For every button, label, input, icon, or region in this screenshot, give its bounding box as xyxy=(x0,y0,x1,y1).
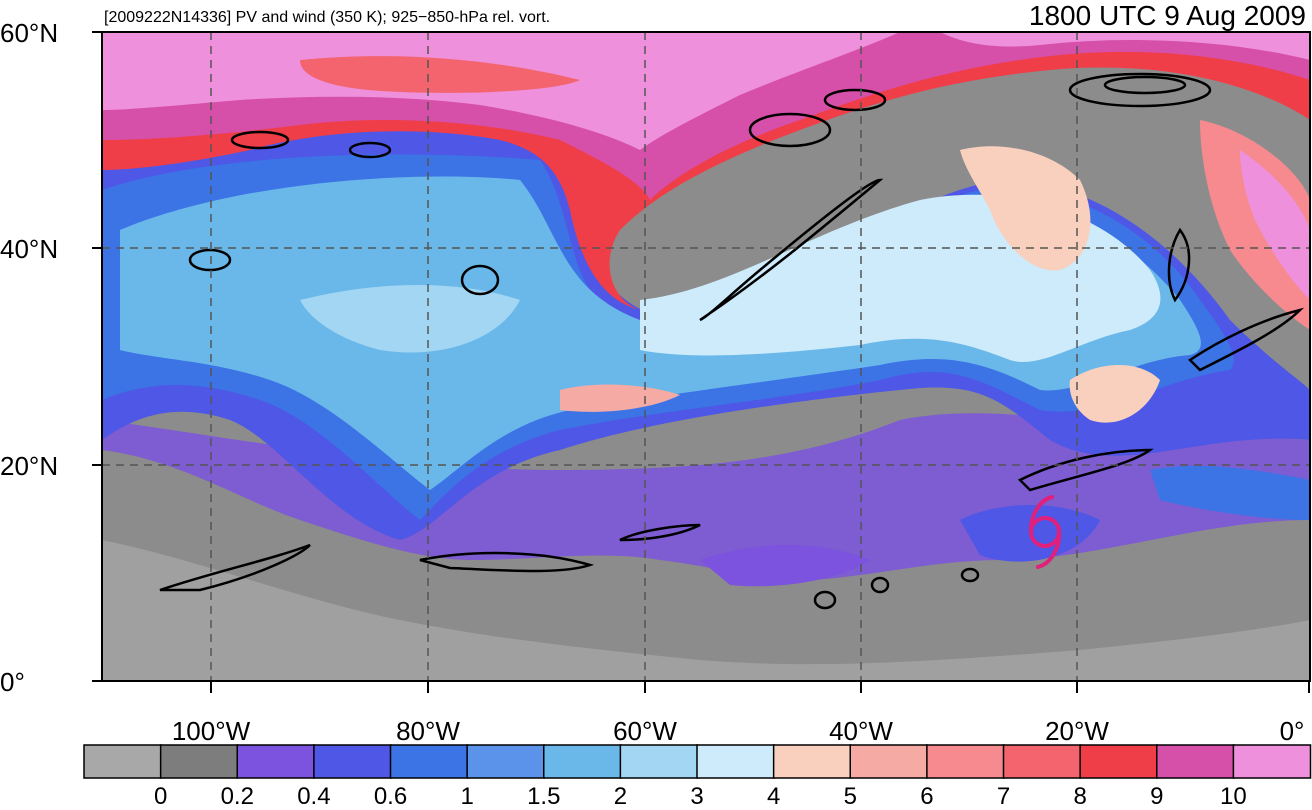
lat-label-60n: 60°N xyxy=(0,18,59,48)
lat-label-40n: 40°N xyxy=(0,234,59,264)
colorbar-swatch xyxy=(696,744,775,779)
colorbar-label: 7 xyxy=(996,783,1011,810)
lon-label-20w: 20°W xyxy=(1045,716,1109,746)
colorbar-label: 0 xyxy=(153,783,168,810)
colorbar-swatch xyxy=(159,744,239,779)
colorbar-label: 2 xyxy=(613,783,628,810)
colorbar-swatch xyxy=(1156,744,1235,779)
colorbar-label: 4 xyxy=(766,783,781,810)
figure-title-left: [2009222N14336] PV and wind (350 K); 925… xyxy=(104,9,551,26)
lon-label-100w: 100°W xyxy=(171,716,251,746)
colorbar-swatch xyxy=(926,744,1005,779)
lon-label-40w: 40°W xyxy=(829,716,893,746)
colorbar-swatch xyxy=(313,744,392,779)
colorbar-label: 9 xyxy=(1150,783,1164,810)
colorbar-swatch xyxy=(772,744,852,779)
lon-label-80w: 80°W xyxy=(396,716,460,746)
colorbar-label: 1.5 xyxy=(527,783,561,810)
colorbar-label: 6 xyxy=(920,783,934,810)
colorbar-swatch xyxy=(83,744,162,779)
vorticity-contours xyxy=(159,72,1305,610)
figure-title-right: 1800 UTC 9 Aug 2009 xyxy=(1028,0,1306,31)
colorbar-label: 1 xyxy=(460,783,474,810)
colorbar-label: 10 xyxy=(1220,783,1247,810)
lat-label-20n: 20°N xyxy=(0,451,59,481)
lat-lon-grid xyxy=(102,32,1310,681)
colorbar-swatch xyxy=(543,744,622,779)
colorbar-swatch xyxy=(849,744,929,779)
colorbar-label: 3 xyxy=(690,783,704,810)
colorbar-label: 8 xyxy=(1073,783,1087,810)
colorbar-swatch xyxy=(389,744,469,779)
pv-field xyxy=(102,32,1310,681)
colorbar-swatch xyxy=(1079,744,1159,779)
lon-label-60w: 60°W xyxy=(613,716,677,746)
colorbar-swatch xyxy=(236,744,316,779)
colorbar-label: 5 xyxy=(843,783,857,810)
colorbar-label: 0.6 xyxy=(373,783,408,810)
colorbar-swatch xyxy=(466,744,546,779)
colorbar xyxy=(83,744,1312,779)
map-frame xyxy=(92,31,1311,693)
tropical-storm-icon xyxy=(1028,495,1062,569)
colorbar-swatch xyxy=(1002,744,1082,779)
colorbar-label: 0.2 xyxy=(220,783,254,810)
colorbar-swatch xyxy=(1232,744,1312,779)
colorbar-swatch xyxy=(619,744,699,779)
colorbar-label: 0.4 xyxy=(297,783,331,810)
lat-label-0: 0° xyxy=(0,667,25,697)
lon-label-0: 0° xyxy=(1279,716,1305,746)
